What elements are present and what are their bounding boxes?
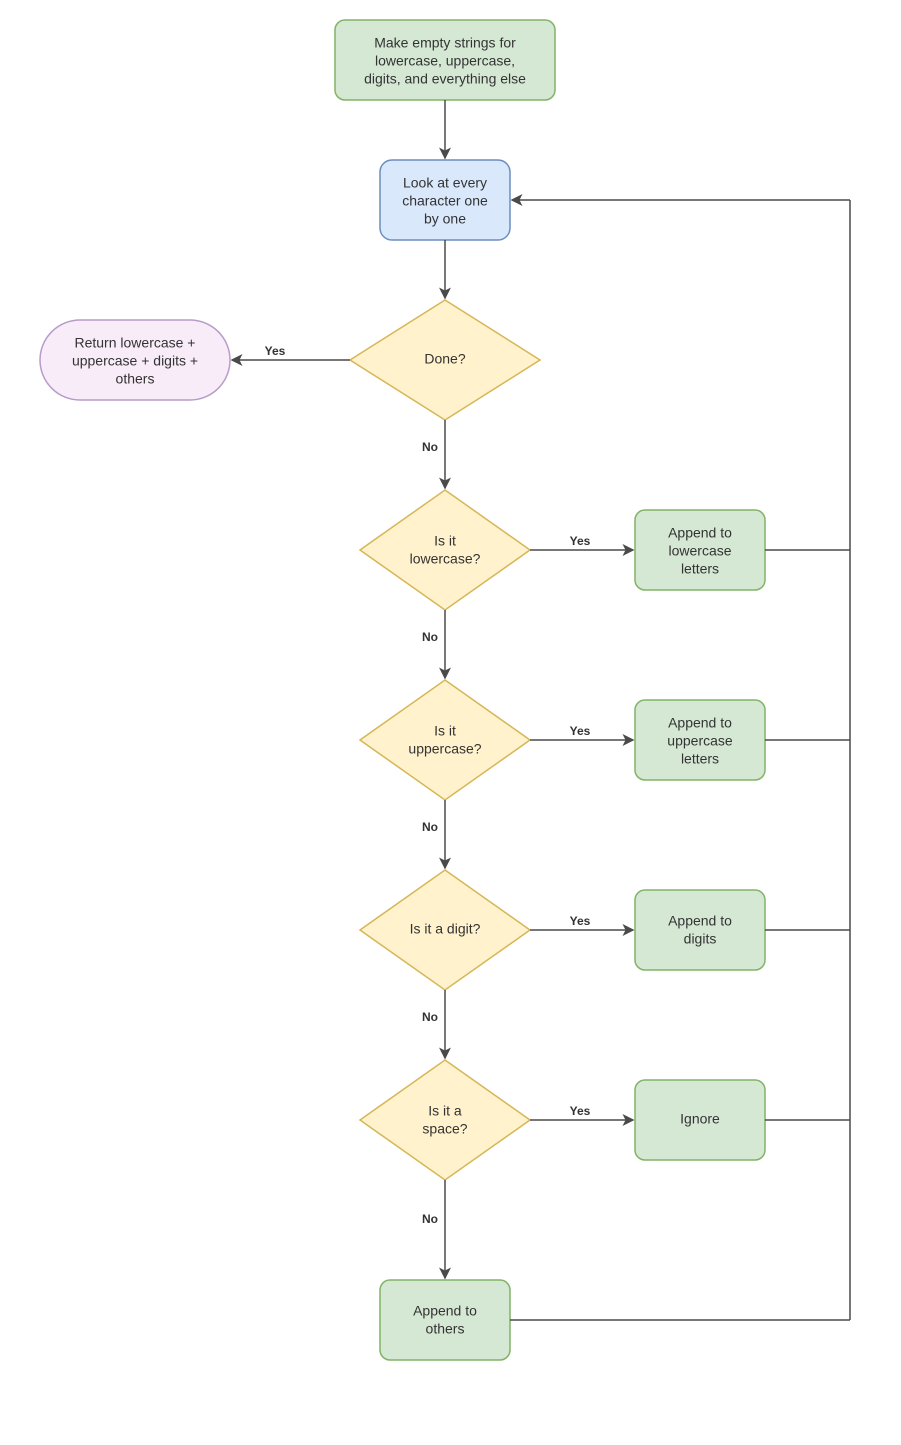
node-append-lowercase-line2: lowercase [668,543,731,559]
node-append-digit-line1: Append to [668,913,732,929]
label-lower-no: No [422,630,438,644]
node-done-text: Done? [424,351,465,367]
label-upper-yes: Yes [570,724,591,738]
node-start-line1: Make empty strings for [374,35,516,51]
node-is-uppercase-line1: Is it [434,723,456,739]
node-return-line2: uppercase + digits + [72,353,198,369]
flowchart-canvas: Make empty strings for lowercase, upperc… [0,0,901,1445]
label-upper-no: No [422,820,438,834]
node-return-line3: others [116,371,155,387]
node-is-lowercase-line2: lowercase? [410,551,481,567]
node-append-uppercase-line1: Append to [668,715,732,731]
node-append-other: Append to others [380,1280,510,1360]
node-append-lowercase-line1: Append to [668,525,732,541]
node-is-space-line2: space? [422,1121,467,1137]
node-ignore-text: Ignore [680,1111,720,1127]
node-ignore: Ignore [635,1080,765,1160]
node-append-digit-line2: digits [684,931,717,947]
node-append-uppercase-line2: uppercase [667,733,733,749]
node-loop-line3: by one [424,211,466,227]
label-digit-no: No [422,1010,438,1024]
node-start-line2: lowercase, uppercase, [375,53,515,69]
label-space-no: No [422,1212,438,1226]
label-digit-yes: Yes [570,914,591,928]
node-append-lowercase-line3: letters [681,561,719,577]
node-return-line1: Return lowercase + [74,335,195,351]
node-loop: Look at every character one by one [380,160,510,240]
node-is-lowercase-line1: Is it [434,533,456,549]
node-is-space-line1: Is it a [428,1103,462,1119]
label-space-yes: Yes [570,1104,591,1118]
node-loop-line1: Look at every [403,175,487,191]
node-append-digit: Append to digits [635,890,765,970]
node-return: Return lowercase + uppercase + digits + … [40,320,230,400]
node-done-decision: Done? [350,300,540,420]
node-append-other-line2: others [426,1321,465,1337]
label-done-yes: Yes [265,344,286,358]
node-start: Make empty strings for lowercase, upperc… [335,20,555,100]
node-loop-line2: character one [402,193,488,209]
node-is-uppercase-line2: uppercase? [408,741,481,757]
node-append-lowercase: Append to lowercase letters [635,510,765,590]
label-lower-yes: Yes [570,534,591,548]
node-is-uppercase: Is it uppercase? [360,680,530,800]
node-is-digit-text: Is it a digit? [410,921,481,937]
label-done-no: No [422,440,438,454]
node-append-uppercase-line3: letters [681,751,719,767]
node-is-lowercase: Is it lowercase? [360,490,530,610]
node-is-space: Is it a space? [360,1060,530,1180]
node-is-digit: Is it a digit? [360,870,530,990]
node-append-other-line1: Append to [413,1303,477,1319]
node-start-line3: digits, and everything else [364,71,526,87]
node-append-uppercase: Append to uppercase letters [635,700,765,780]
